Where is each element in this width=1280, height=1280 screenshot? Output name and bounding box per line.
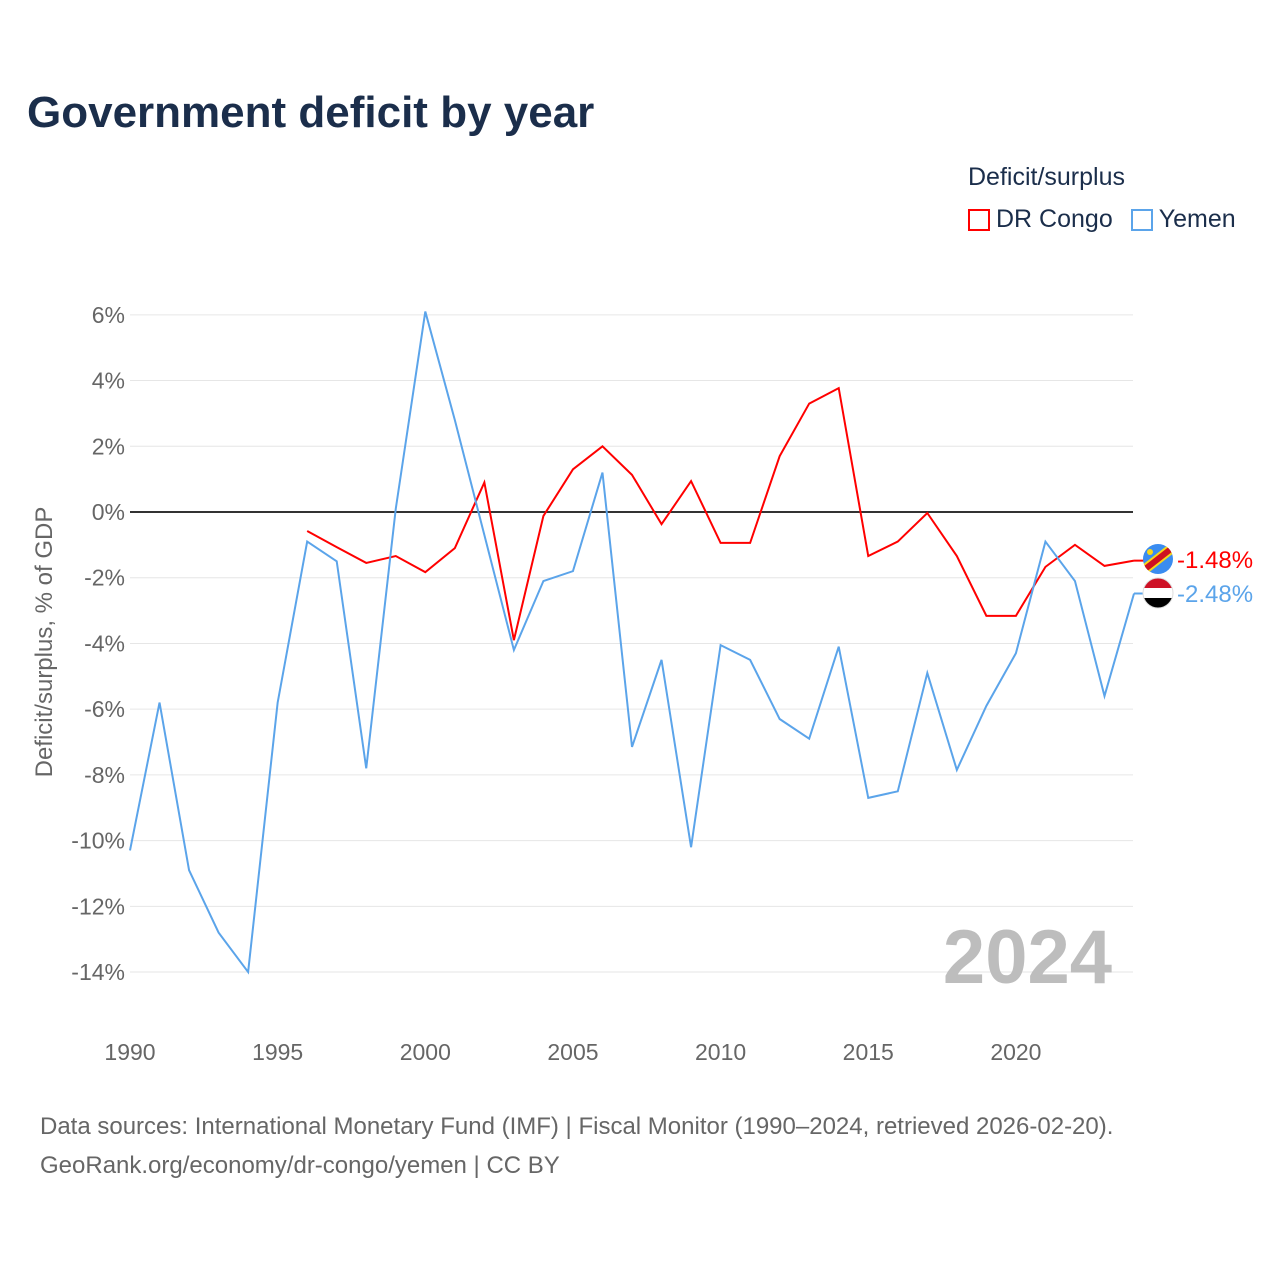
footer: Data sources: International Monetary Fun… (40, 1107, 1113, 1185)
x-tick-label: 1990 (104, 1039, 155, 1065)
legend-title: Deficit/surplus (968, 163, 1125, 191)
y-tick-label: -4% (84, 630, 125, 656)
yemen-flag-icon (1142, 577, 1174, 609)
y-tick-label: -8% (84, 762, 125, 788)
y-tick-label: -10% (71, 828, 125, 854)
legend-swatch-dr-congo (968, 208, 990, 231)
y-tick-label: 0% (92, 499, 125, 525)
legend-item-dr-congo[interactable]: DR Congo (968, 205, 1113, 234)
year-watermark: 2024 (943, 915, 1112, 1000)
x-tick-label: 2000 (400, 1039, 451, 1065)
legend-label: Yemen (1158, 205, 1236, 233)
legend-swatch-yemen (1130, 208, 1153, 231)
x-tick-label: 2010 (695, 1039, 746, 1065)
y-tick-label: 2% (92, 433, 125, 459)
series-line-dr-congo (306, 386, 1135, 641)
y-tick-label: 6% (92, 302, 125, 328)
legend-label: DR Congo (996, 205, 1113, 233)
y-tick-label: 4% (92, 368, 125, 394)
y-axis-label: Deficit/surplus, % of GDP (31, 507, 58, 778)
credit-link[interactable]: GeoRank.org/economy/dr-congo/yemen | CC … (40, 1152, 560, 1179)
series-line-yemen (129, 311, 1135, 975)
x-tick-label: 2005 (547, 1039, 598, 1065)
chart-plot: 6% 4% 2% 0% -2% -4% -6% -8% -10% -12% -14% 1990 1995… (31, 302, 1253, 1065)
x-tick-label: 2015 (843, 1039, 894, 1065)
legend: DR Congo Yemen (968, 205, 1236, 234)
legend-item-yemen[interactable]: Yemen (1130, 205, 1236, 234)
data-sources: Data sources: International Monetary Fun… (40, 1113, 1114, 1140)
y-tick-label: -6% (84, 696, 125, 722)
y-tick-label: -2% (84, 565, 125, 591)
end-value-label: -2.48% (1177, 581, 1253, 608)
x-tick-label: 1995 (252, 1039, 303, 1065)
y-tick-label: -14% (71, 959, 125, 985)
end-value-label: -1.48% (1177, 547, 1253, 574)
chart-title: Government deficit by year (27, 88, 595, 137)
y-tick-label: -12% (71, 893, 125, 919)
dr-congo-flag-icon (1143, 544, 1173, 574)
x-tick-label: 2020 (990, 1039, 1041, 1065)
